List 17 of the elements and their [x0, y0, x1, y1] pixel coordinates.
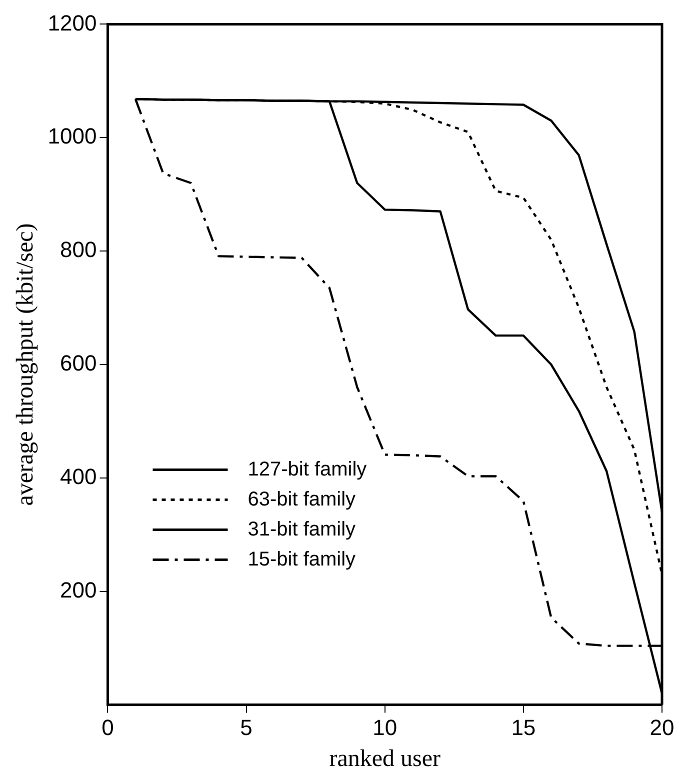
- x-tick-label: 10: [372, 715, 398, 740]
- y-tick-label: 1000: [48, 124, 97, 149]
- y-tick-label: 200: [60, 577, 97, 602]
- legend-label: 63-bit family: [248, 488, 356, 510]
- x-tick-label: 20: [650, 715, 674, 740]
- x-axis-title: ranked user: [329, 746, 441, 772]
- y-tick-label: 800: [60, 237, 97, 262]
- y-axis-title: average throughput (kbit/sec): [12, 223, 39, 506]
- x-tick-label: 5: [240, 715, 252, 740]
- y-tick-label: 600: [60, 350, 97, 376]
- x-tick-label: 15: [511, 715, 536, 740]
- y-tick-label: 1200: [48, 10, 97, 36]
- x-tick-label: 0: [102, 715, 114, 740]
- legend-label: 31-bit family: [248, 518, 356, 540]
- y-tick-label: 400: [60, 464, 97, 489]
- legend-label: 127-bit family: [248, 458, 367, 480]
- legend-label: 15-bit family: [248, 548, 356, 570]
